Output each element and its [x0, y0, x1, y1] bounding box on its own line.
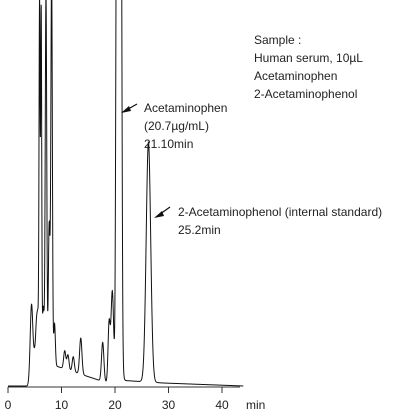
x-axis-ticks: 0 10 20 30 40: [5, 387, 229, 412]
2-acetaminophenol-arrow-head: [154, 211, 164, 218]
2-acetaminophenol-label-line-2: 25.2min: [178, 223, 221, 237]
x-axis-unit-label: min: [246, 398, 265, 412]
acetaminophen-annotation: Acetaminophen (20.7µg/mL) 21.10min: [121, 101, 227, 151]
2-acetaminophenol-label-line-1: 2-Acetaminophenol (internal standard): [178, 205, 382, 219]
acetaminophen-label-line-1: Acetaminophen: [144, 101, 227, 115]
sample-info-line-3: Acetaminophen: [254, 69, 337, 83]
x-tick-label-30: 30: [162, 398, 176, 412]
sample-info-line-4: 2-Acetaminophenol: [254, 87, 357, 101]
acetaminophen-label-line-3: 21.10min: [144, 137, 193, 151]
x-tick-label-20: 20: [108, 398, 122, 412]
sample-info-line-1: Sample :: [254, 33, 301, 47]
x-tick-label-40: 40: [215, 398, 229, 412]
2-acetaminophenol-annotation: 2-Acetaminophenol (internal standard) 25…: [154, 205, 382, 237]
sample-info: Sample : Human serum, 10µL Acetaminophen…: [254, 33, 363, 101]
acetaminophen-arrow-head: [121, 106, 131, 113]
x-tick-label-10: 10: [55, 398, 69, 412]
acetaminophen-label-line-2: (20.7µg/mL): [144, 119, 209, 133]
chromatogram-trace: [8, 0, 244, 387]
sample-info-line-2: Human serum, 10µL: [254, 51, 363, 65]
x-tick-label-0: 0: [5, 398, 12, 412]
